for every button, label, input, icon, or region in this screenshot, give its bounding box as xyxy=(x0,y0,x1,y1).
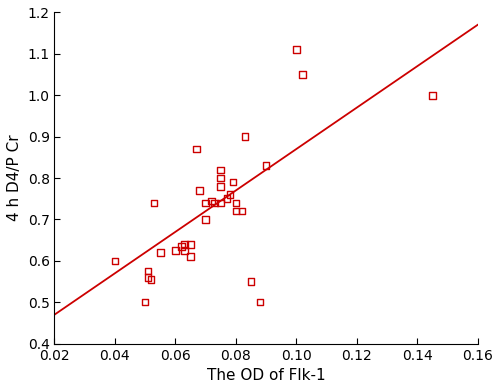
Point xyxy=(186,241,194,247)
Point xyxy=(172,247,179,254)
Point xyxy=(144,268,152,274)
Point xyxy=(111,258,119,264)
Point xyxy=(186,254,194,260)
Point xyxy=(226,191,234,198)
Point xyxy=(428,92,436,98)
Point xyxy=(232,208,240,214)
Point xyxy=(216,200,224,206)
Point xyxy=(192,146,200,152)
Point xyxy=(208,198,216,204)
Point xyxy=(150,200,158,206)
Point xyxy=(223,196,231,202)
Point xyxy=(178,243,186,250)
X-axis label: The OD of Flk-1: The OD of Flk-1 xyxy=(206,368,326,383)
Point xyxy=(180,247,188,254)
Point xyxy=(210,200,218,206)
Point xyxy=(147,277,155,283)
Point xyxy=(292,46,300,53)
Point xyxy=(202,200,209,206)
Point xyxy=(247,278,255,285)
Point xyxy=(298,71,306,78)
Y-axis label: 4 h D4/P Cr: 4 h D4/P Cr xyxy=(7,135,22,222)
Point xyxy=(144,274,152,280)
Point xyxy=(229,179,237,185)
Point xyxy=(216,183,224,190)
Point xyxy=(238,208,246,214)
Point xyxy=(202,216,209,223)
Point xyxy=(196,187,203,193)
Point xyxy=(262,163,270,169)
Point xyxy=(241,133,249,140)
Point xyxy=(180,241,188,247)
Point xyxy=(156,250,164,256)
Point xyxy=(256,299,264,305)
Point xyxy=(216,167,224,173)
Point xyxy=(232,200,240,206)
Point xyxy=(216,175,224,181)
Point xyxy=(141,299,149,305)
